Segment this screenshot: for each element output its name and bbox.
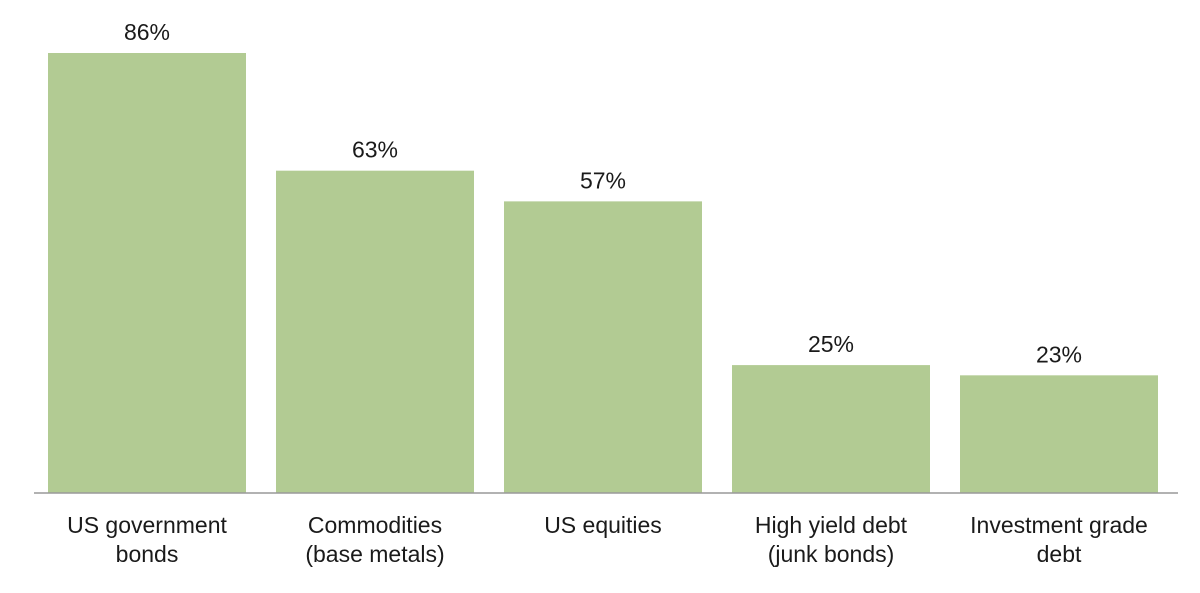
bar-4 <box>732 365 930 493</box>
category-label-line: Investment grade <box>970 512 1148 538</box>
category-label-line: bonds <box>116 541 179 567</box>
category-label-line: debt <box>1037 541 1082 567</box>
bar-1 <box>48 53 246 493</box>
bar-5 <box>960 375 1158 493</box>
category-label-4: High yield debt (junk bonds) <box>755 512 908 567</box>
category-label-5: Investment grade debt <box>970 512 1148 567</box>
bars-group <box>48 53 1158 494</box>
category-label-3: US equities <box>544 512 662 538</box>
category-label-line: US government <box>67 512 227 538</box>
value-labels-group: 86% 63% 57% 25% 23% <box>124 19 1082 367</box>
category-label-2: Commodities (base metals) <box>305 512 444 567</box>
category-label-line: (base metals) <box>305 541 444 567</box>
value-label-2: 63% <box>352 137 398 163</box>
category-labels-group: US government bonds Commodities (base metal… <box>67 512 1148 567</box>
bar-2 <box>276 170 474 493</box>
value-label-4: 25% <box>808 331 854 357</box>
category-label-line: US equities <box>544 512 662 538</box>
category-label-line: (junk bonds) <box>768 541 895 567</box>
category-label-line: High yield debt <box>755 512 908 538</box>
value-label-5: 23% <box>1036 341 1082 367</box>
category-label-line: Commodities <box>308 512 442 538</box>
value-label-1: 86% <box>124 19 170 45</box>
category-label-1: US government bonds <box>67 512 227 567</box>
value-label-3: 57% <box>580 167 626 193</box>
bar-3 <box>504 201 702 494</box>
